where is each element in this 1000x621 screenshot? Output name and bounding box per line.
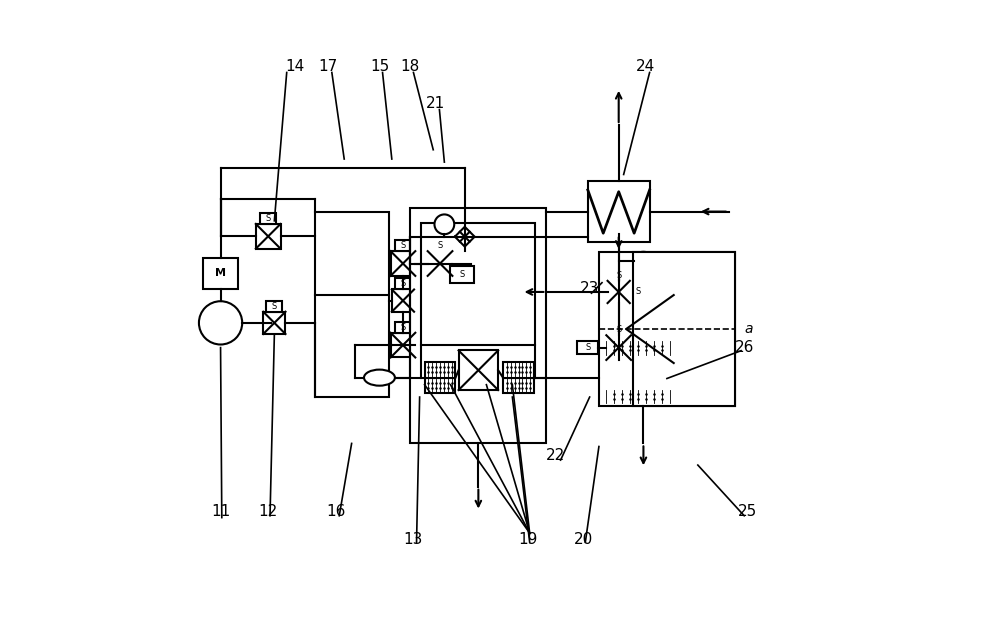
Text: S: S	[635, 288, 640, 296]
Bar	[606, 335, 631, 360]
Bar	[425, 362, 455, 378]
Text: S: S	[400, 241, 406, 250]
Bar	[459, 350, 498, 390]
Bar	[588, 181, 650, 242]
Text: 14: 14	[285, 59, 304, 74]
Text: 21: 21	[425, 96, 445, 111]
Bar	[611, 270, 627, 281]
Bar	[428, 251, 452, 276]
Text: 15: 15	[370, 59, 389, 74]
Bar	[410, 209, 546, 443]
Bar	[450, 266, 474, 283]
Circle shape	[634, 252, 653, 270]
Bar	[260, 213, 276, 224]
Bar	[606, 342, 670, 355]
Text: 23: 23	[580, 281, 599, 296]
Text: 25: 25	[738, 504, 757, 519]
Bar	[606, 342, 670, 355]
Bar	[203, 258, 238, 289]
Bar	[395, 240, 411, 251]
Text: 11: 11	[211, 504, 230, 519]
Text: 18: 18	[401, 59, 420, 74]
Bar	[599, 252, 735, 406]
Text: a: a	[744, 322, 753, 336]
Bar	[395, 322, 411, 333]
Text: 20: 20	[574, 532, 593, 546]
Bar	[503, 362, 534, 378]
Circle shape	[434, 214, 454, 234]
Text: M: M	[215, 268, 226, 278]
Bar	[421, 222, 535, 345]
Bar	[503, 378, 534, 393]
Text: 22: 22	[546, 448, 565, 463]
Text: S: S	[585, 343, 590, 352]
Bar	[315, 212, 389, 397]
Text: S: S	[400, 323, 406, 332]
Text: 19: 19	[518, 532, 538, 546]
Text: S: S	[459, 270, 465, 279]
Bar	[266, 301, 282, 312]
Bar	[392, 289, 414, 312]
Bar	[256, 224, 281, 248]
Text: 12: 12	[259, 504, 278, 519]
Circle shape	[199, 301, 242, 345]
Text: 13: 13	[404, 532, 423, 546]
Bar	[391, 251, 415, 276]
Text: 16: 16	[326, 504, 346, 519]
Bar	[425, 378, 455, 393]
Text: 17: 17	[319, 59, 338, 74]
Bar	[577, 341, 598, 355]
Text: S: S	[437, 241, 443, 250]
Bar	[263, 312, 285, 334]
Text: S: S	[616, 271, 621, 280]
Bar	[395, 278, 411, 289]
Bar	[391, 333, 415, 358]
Text: S: S	[266, 214, 271, 223]
Text: S: S	[272, 302, 277, 310]
Text: 26: 26	[735, 340, 754, 355]
Bar	[630, 286, 646, 297]
Text: S: S	[400, 279, 406, 288]
Bar	[606, 389, 670, 403]
Text: S: S	[616, 325, 621, 334]
Bar	[611, 324, 627, 335]
Bar	[633, 252, 735, 406]
Text: 24: 24	[636, 59, 655, 74]
Bar	[608, 281, 630, 303]
Ellipse shape	[364, 369, 395, 386]
Bar	[432, 240, 448, 251]
